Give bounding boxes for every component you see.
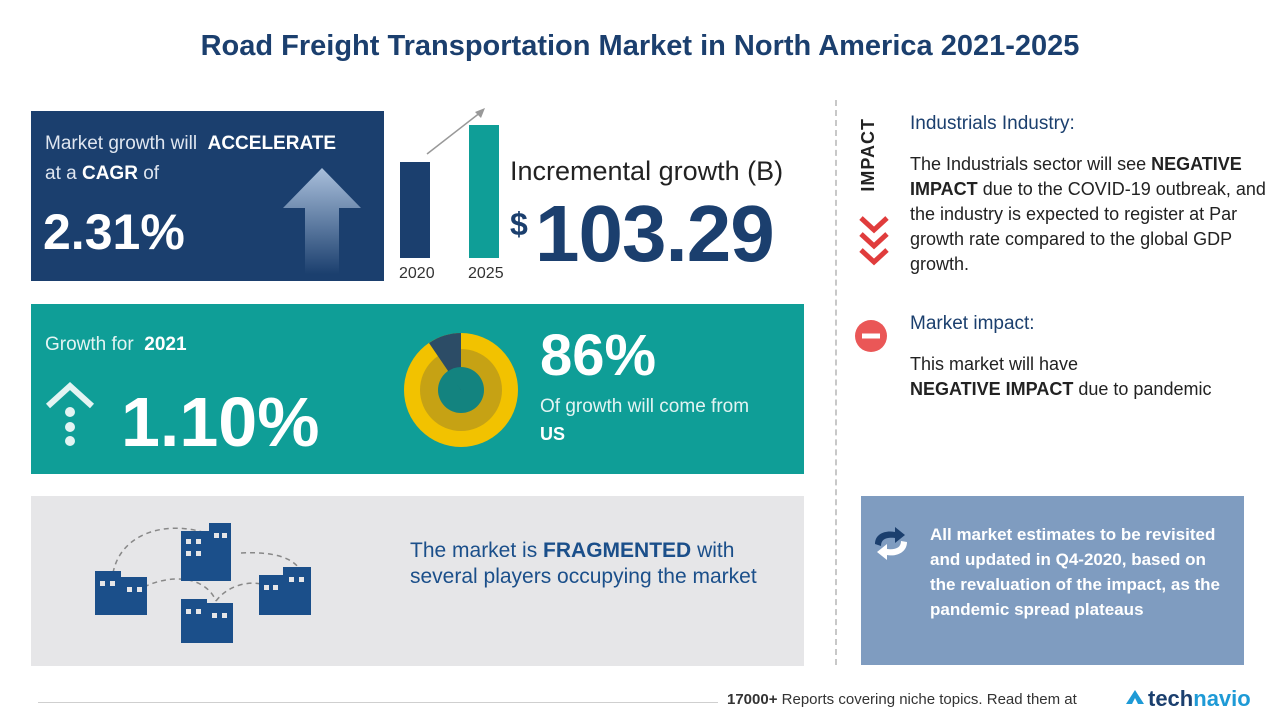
note-text: All market estimates to be revisited and… (930, 525, 1221, 619)
technavio-logo-icon (1126, 690, 1144, 704)
fragmented-rest: with several players occupying the marke… (410, 539, 757, 588)
up-dots-icon (45, 381, 95, 446)
growth-year: 2021 (144, 334, 187, 355)
fragmented-card: The market is FRAGMENTED with several pl… (31, 496, 804, 666)
share-region: US (540, 424, 566, 444)
market-impact-text-2: due to pandemic (1078, 379, 1212, 399)
note-card: All market estimates to be revisited and… (861, 496, 1244, 665)
trend-arrow-icon (426, 108, 485, 155)
currency-symbol: $ (510, 206, 528, 242)
buildings-icon (95, 523, 311, 643)
fragmented-label: FRAGMENTED (543, 539, 692, 562)
impact-vertical-label: IMPACT (858, 118, 878, 192)
bar-2025-label: 2025 (468, 265, 504, 282)
cagr-card: Market growth will ACCELERATE at a CAGR … (31, 111, 384, 281)
market-impact-text: This market will have NEGATIVE IMPACT du… (910, 352, 1270, 402)
growth-year-label: Growth for 2021 (45, 334, 187, 356)
cagr-label: CAGR (81, 163, 138, 184)
technavio-logo[interactable]: technavio (1148, 686, 1251, 712)
cagr-line2-prefix: at a (45, 163, 77, 184)
brand-part2: navio (1193, 686, 1251, 711)
minus-circle-icon (855, 320, 887, 352)
growth-value: 1.10% (121, 383, 320, 461)
footer-divider (38, 702, 718, 703)
cagr-accelerate-label: ACCELERATE (207, 133, 337, 154)
refresh-icon (875, 527, 907, 560)
cagr-line2-suffix: of (143, 163, 160, 184)
share-value: 86% (540, 323, 657, 388)
footer-caption: Reports covering niche topics. Read them… (781, 691, 1077, 708)
fragmented-prefix: The market is (410, 539, 538, 562)
market-impact-text-1: This market will have (910, 354, 1079, 374)
bar-2020-label: 2020 (399, 265, 435, 282)
incremental-growth-value: 103.29 (535, 189, 775, 278)
market-negative-impact: NEGATIVE IMPACT (910, 379, 1074, 399)
share-text: Of growth will come from (540, 396, 750, 417)
growth-label-prefix: Growth for (45, 334, 134, 355)
bar-2020 (400, 162, 430, 258)
incremental-growth-label: Incremental growth (B) (510, 156, 784, 186)
page-title: Road Freight Transportation Market in No… (200, 30, 1080, 62)
bar-2025 (469, 125, 499, 258)
cagr-line2: at a CAGR of (45, 163, 159, 185)
industry-text-1: The Industrials sector will see (910, 154, 1147, 174)
industry-text: The Industrials sector will see NEGATIVE… (910, 152, 1275, 277)
industry-text-2: due to the COVID-19 outbreak, and the in… (910, 179, 1266, 274)
footer-report-count: 17000+ (727, 691, 778, 708)
cagr-line1-prefix: Market growth will (45, 133, 198, 154)
industry-negative-impact: NEGATIVE IMPACT (910, 154, 1242, 199)
divider (835, 100, 837, 665)
footer-text: 17000+ Reports covering niche topics. Re… (727, 691, 1077, 708)
fragmented-text: The market is FRAGMENTED with several pl… (410, 538, 790, 590)
arrow-up-icon (283, 168, 361, 274)
triple-chevron-down-icon (859, 216, 889, 266)
industry-title: Industrials Industry: (910, 113, 1075, 134)
cagr-line1: Market growth will ACCELERATE (45, 133, 336, 155)
market-impact-title: Market impact: (910, 313, 1035, 334)
cagr-value: 2.31% (43, 204, 185, 260)
donut-icon (404, 333, 518, 447)
brand-part1: tech (1148, 686, 1194, 711)
growth-card: Growth for 2021 1.10% 86% Of growth will… (31, 304, 804, 474)
